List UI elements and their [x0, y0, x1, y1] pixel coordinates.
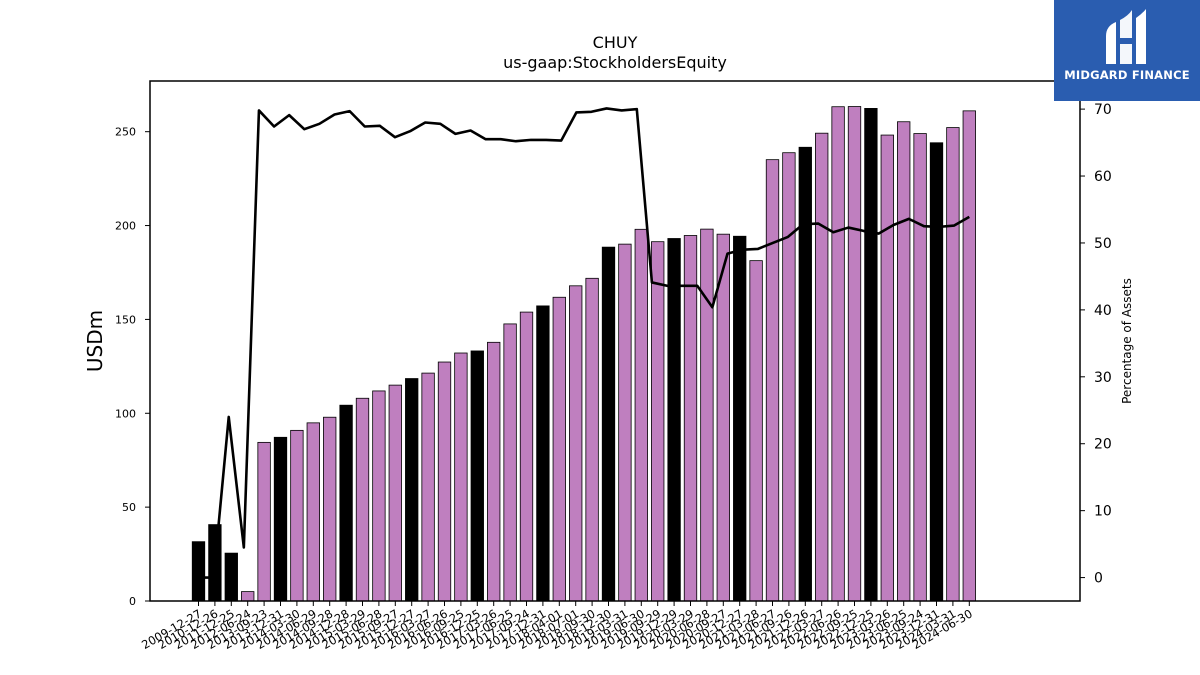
y2-tick-label: 50 [1094, 236, 1112, 252]
y-tick-label: 150 [115, 313, 136, 326]
bar [437, 361, 452, 602]
bar [782, 152, 796, 602]
bar [651, 241, 665, 602]
y2-axis-label: Percentage of Assets [1120, 278, 1134, 404]
bar [487, 341, 501, 602]
y-tick-label: 200 [115, 220, 136, 233]
y2-tick-label: 60 [1094, 169, 1112, 185]
line-series [198, 107, 970, 579]
plot-frame [149, 80, 1081, 602]
bar [798, 146, 812, 602]
bar [323, 416, 337, 602]
bar [683, 235, 698, 602]
bar [618, 243, 632, 602]
bar [733, 235, 747, 602]
bar [880, 134, 894, 602]
bar [913, 133, 927, 602]
bar [667, 238, 681, 602]
bar [634, 228, 648, 602]
bar [372, 390, 386, 602]
bar [290, 429, 304, 602]
x-axis-ticks: 2009-12-272010-12-262011-12-252012-06-24… [139, 601, 975, 652]
y2-tick-label: 10 [1094, 504, 1112, 520]
chart-title: CHUY [593, 33, 638, 52]
bar [273, 436, 288, 602]
bar [815, 132, 829, 602]
bar [962, 110, 976, 602]
bar-series [191, 106, 976, 602]
midgard-logo-icon [1106, 9, 1146, 64]
bar [339, 404, 353, 602]
bar [536, 305, 550, 602]
bar [929, 142, 944, 602]
bar [257, 441, 271, 602]
logo-text: MIDGARD FINANCE [1064, 68, 1190, 82]
bar [897, 121, 911, 602]
bar [765, 159, 780, 602]
bar [454, 352, 468, 602]
bar [405, 378, 419, 602]
y-tick-label: 100 [115, 407, 136, 420]
bar [191, 541, 206, 602]
bar [585, 277, 599, 602]
bar [847, 106, 862, 602]
y-tick-label: 0 [129, 595, 136, 608]
y-axis-label: USDm [83, 310, 107, 372]
bar [241, 591, 255, 602]
y2-tick-label: 70 [1094, 102, 1112, 118]
y2-tick-label: 40 [1094, 303, 1112, 319]
y-axis-ticks: 0 50 100 150 200 250 [115, 126, 150, 608]
bar [388, 384, 402, 602]
bar [552, 296, 566, 602]
bar [601, 246, 616, 602]
chart-subtitle: us-gaap:StockholdersEquity [503, 53, 727, 72]
y-tick-label: 50 [122, 501, 136, 514]
y-tick-label: 250 [115, 126, 136, 139]
bar [831, 106, 845, 602]
y2-tick-label: 0 [1094, 571, 1103, 587]
y2-tick-label: 20 [1094, 437, 1112, 453]
percentage-line [198, 107, 970, 579]
bar [503, 323, 517, 602]
bar [306, 422, 320, 602]
bar [749, 260, 763, 602]
bar [470, 350, 484, 602]
y2-axis-ticks: 0 10 20 30 40 50 60 70 [1080, 102, 1112, 587]
bar [946, 127, 960, 602]
bar [569, 285, 583, 602]
y2-tick-label: 30 [1094, 370, 1112, 386]
bar [421, 372, 435, 602]
bar [224, 552, 238, 602]
bar [519, 311, 534, 602]
bar [355, 397, 370, 602]
bar [700, 228, 714, 602]
midgard-logo: MIDGARD FINANCE [1054, 0, 1200, 101]
bar [864, 108, 878, 602]
bar [716, 233, 730, 602]
